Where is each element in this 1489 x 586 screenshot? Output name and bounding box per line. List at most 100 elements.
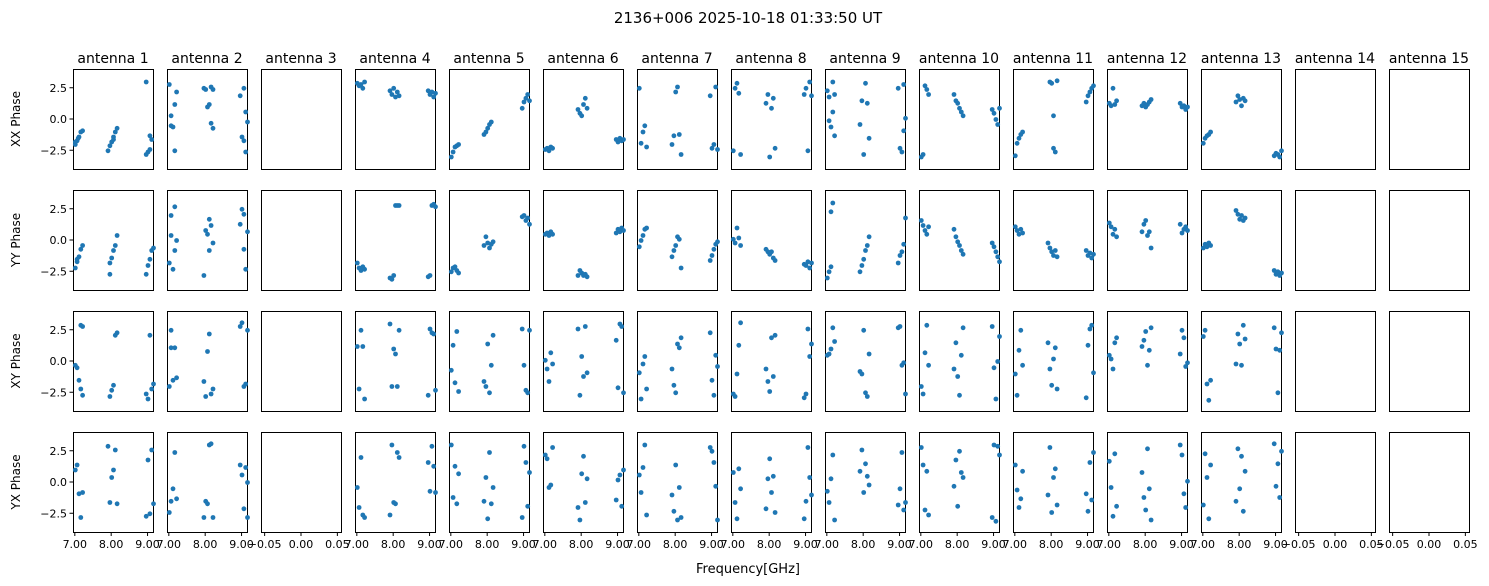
data-point: [575, 505, 581, 510]
y-tick-label: 2.5: [50, 324, 68, 337]
y-tick-label: 0.0: [50, 476, 68, 489]
data-point: [671, 508, 677, 514]
data-point: [671, 382, 677, 388]
data-point: [575, 326, 581, 332]
y-tick-label: 0.0: [50, 234, 68, 247]
panel: 7.00 8.00 9.00: [157, 432, 254, 551]
data-point: [114, 330, 120, 336]
data-point: [1273, 346, 1279, 352]
data-point: [989, 240, 995, 246]
data-point: [1200, 140, 1206, 146]
data-point: [730, 236, 736, 242]
data-point: [393, 351, 398, 357]
data-point: [456, 389, 461, 394]
data-point: [1051, 113, 1056, 119]
data-point: [1200, 245, 1206, 251]
panel: [918, 190, 1002, 291]
panel: 7.00 8.00 9.00: [1191, 432, 1288, 551]
data-point: [1208, 462, 1213, 468]
data-point: [550, 145, 555, 151]
data-point: [172, 102, 178, 107]
data-point: [1018, 226, 1024, 232]
data-point: [210, 125, 216, 131]
data-point: [521, 362, 527, 368]
data-point: [1145, 446, 1150, 452]
antenna-title: antenna 8: [735, 51, 806, 67]
antenna-title: antenna 14: [1295, 51, 1375, 67]
data-point: [636, 472, 642, 478]
axes-frame: [261, 311, 342, 412]
data-point: [1020, 362, 1025, 368]
axes-frame: [73, 190, 154, 291]
data-point: [1012, 224, 1018, 230]
data-point: [767, 154, 773, 160]
axes-frame: [919, 69, 1000, 170]
data-point: [1177, 351, 1183, 357]
data-point: [711, 142, 717, 147]
data-point: [707, 445, 713, 450]
data-point: [615, 477, 621, 483]
data-point: [989, 107, 995, 112]
data-point: [1045, 492, 1051, 498]
data-point: [1208, 377, 1213, 383]
data-point: [770, 374, 776, 379]
data-point: [1014, 140, 1020, 146]
data-point: [864, 100, 870, 106]
data-point: [709, 377, 715, 383]
data-point: [1049, 510, 1055, 515]
panel: 7.00 8.00 9.00: [533, 432, 630, 551]
panel: [354, 190, 438, 291]
x-tick-label: 0.00: [1417, 538, 1442, 551]
data-point: [920, 152, 926, 157]
data-point: [1204, 475, 1210, 480]
data-point: [1145, 362, 1150, 368]
data-point: [673, 89, 679, 95]
panel: 7.00 8.00 9.00: [627, 432, 724, 551]
data-point: [174, 89, 180, 95]
data-point: [354, 260, 360, 266]
data-point: [765, 379, 771, 384]
data-point: [957, 105, 962, 111]
data-point: [1143, 329, 1149, 334]
data-point: [582, 500, 588, 505]
data-point: [241, 211, 247, 217]
data-point: [1204, 244, 1210, 250]
data-point: [767, 389, 773, 394]
data-point: [548, 350, 554, 356]
data-point: [1206, 397, 1212, 403]
data-point: [107, 500, 113, 505]
data-point: [638, 396, 644, 402]
data-point: [145, 396, 151, 402]
data-point: [1089, 255, 1095, 261]
data-point: [736, 466, 742, 472]
data-point: [1087, 460, 1093, 465]
data-point: [1052, 345, 1058, 351]
data-point: [1051, 253, 1056, 258]
data-point: [1177, 221, 1183, 227]
data-point: [111, 137, 116, 142]
data-point: [763, 506, 769, 512]
data-point: [1051, 145, 1056, 151]
data-point: [1054, 502, 1060, 508]
data-point: [861, 490, 867, 495]
data-point: [581, 453, 586, 459]
data-point: [145, 457, 151, 463]
data-point: [676, 132, 682, 137]
data-point: [805, 259, 811, 265]
data-point: [1208, 243, 1213, 248]
data-point: [1049, 249, 1055, 255]
x-tick-label: 7.00: [345, 538, 370, 551]
data-point: [895, 260, 901, 266]
data-point: [895, 502, 901, 508]
data-point: [80, 243, 85, 248]
data-point: [1206, 516, 1212, 522]
y-tick-label: 2.5: [50, 203, 68, 216]
data-point: [483, 384, 489, 389]
data-point: [394, 384, 400, 389]
axes-frame: [1295, 69, 1376, 170]
x-tick-label: 7.00: [533, 538, 558, 551]
x-tick-label: 9.00: [1075, 538, 1100, 551]
x-tick-label: 7.00: [1191, 538, 1216, 551]
data-point: [676, 345, 682, 351]
panel: [1106, 190, 1190, 291]
